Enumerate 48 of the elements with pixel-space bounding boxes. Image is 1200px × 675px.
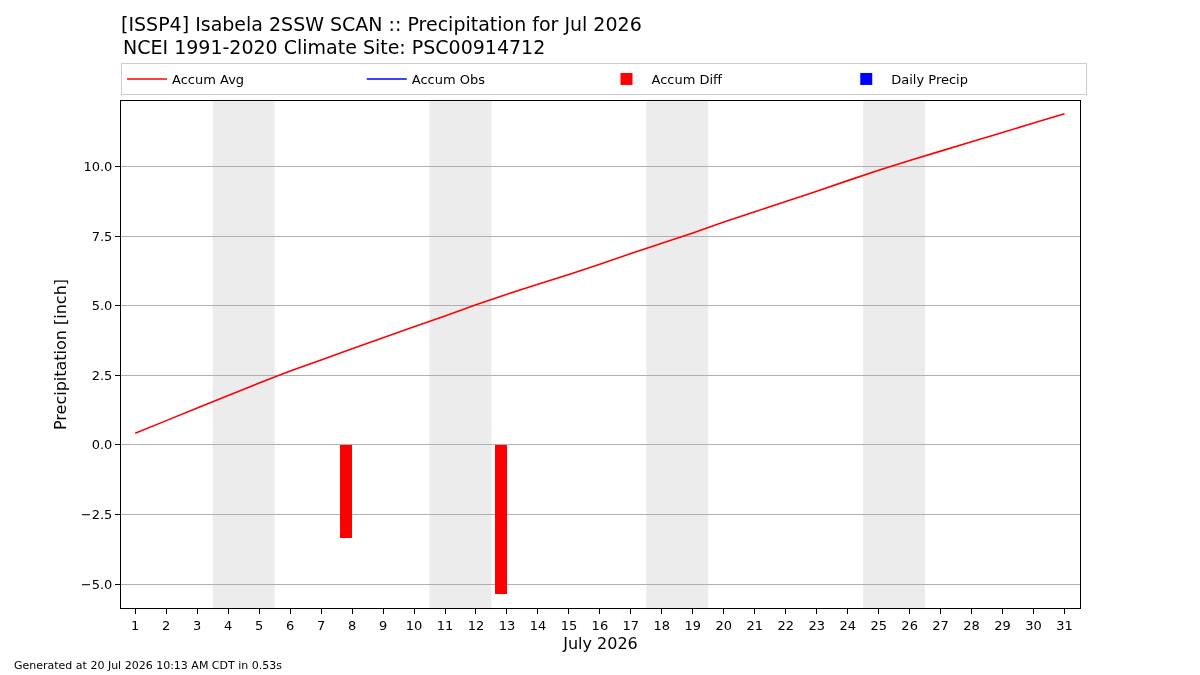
chart-title: [ISSP4] Isabela 2SSW SCAN :: Precipitation for Jul 2026 — [121, 12, 642, 35]
x-tick-label: 16 — [591, 617, 609, 633]
line-series — [134, 113, 1066, 434]
x-tick-label: 4 — [224, 617, 233, 633]
y-axis-title: Precipitation [inch] — [50, 278, 70, 431]
x-tick-label: 19 — [684, 617, 702, 633]
x-tick-label: 28 — [963, 617, 980, 633]
x-tick-label: 29 — [994, 617, 1011, 633]
x-tick-label: 30 — [1025, 617, 1042, 633]
x-tick-label: 2 — [162, 617, 171, 633]
x-tick-label: 10 — [405, 617, 423, 633]
x-tick-label: 12 — [467, 617, 485, 633]
x-tick-label: 23 — [808, 617, 825, 633]
y-tick-label: 10.0 — [83, 158, 113, 174]
legend-label: Accum Diff — [651, 72, 724, 88]
x-tick-label: 22 — [777, 617, 794, 633]
x-tick-label: 5 — [255, 617, 264, 633]
x-tick-label: 9 — [378, 617, 388, 633]
x-tick-label: 7 — [316, 617, 326, 633]
legend-label: Daily Precip — [891, 72, 968, 88]
x-tick-label: 15 — [560, 617, 578, 633]
text: Generated at 20 Jul 2026 10:13 AM CDT in 0.53s — [14, 659, 283, 672]
x-tick-label: 25 — [870, 617, 887, 633]
x-tick-label: 8 — [347, 617, 357, 633]
legend-label: Accum Avg — [172, 72, 245, 88]
x-tick-label: 21 — [746, 617, 764, 633]
x-tick-label: 13 — [498, 617, 516, 633]
x-tick-label: 31 — [1056, 617, 1073, 633]
y-tick-label: −5.0 — [80, 576, 113, 592]
x-tick-label: 20 — [715, 617, 733, 633]
x-tick-label: 17 — [622, 617, 640, 633]
x-tick-label: 3 — [193, 617, 202, 633]
y-tick-label: 5.0 — [91, 298, 113, 314]
x-tick-label: 1 — [131, 617, 140, 633]
x-tick-label: 27 — [932, 617, 949, 633]
x-tick-label: 14 — [529, 617, 547, 633]
y-tick-label: −2.5 — [80, 507, 113, 522]
y-tick-label: 2.5 — [91, 367, 113, 383]
x-tick-label: 26 — [901, 617, 918, 633]
chart-subtitle: NCEI 1991-2020 Climate Site: PSC00914712 — [123, 36, 546, 58]
y-tick-label: 7.5 — [91, 228, 113, 244]
x-tick-label: 24 — [839, 617, 856, 633]
x-tick-label: 11 — [436, 617, 454, 633]
x-tick-label: 18 — [653, 617, 671, 633]
y-tick-label: 0.0 — [91, 437, 113, 453]
legend-label: Accum Obs — [411, 72, 486, 88]
x-tick-label: 6 — [285, 617, 295, 633]
x-axis-title: July 2026 — [562, 634, 638, 654]
